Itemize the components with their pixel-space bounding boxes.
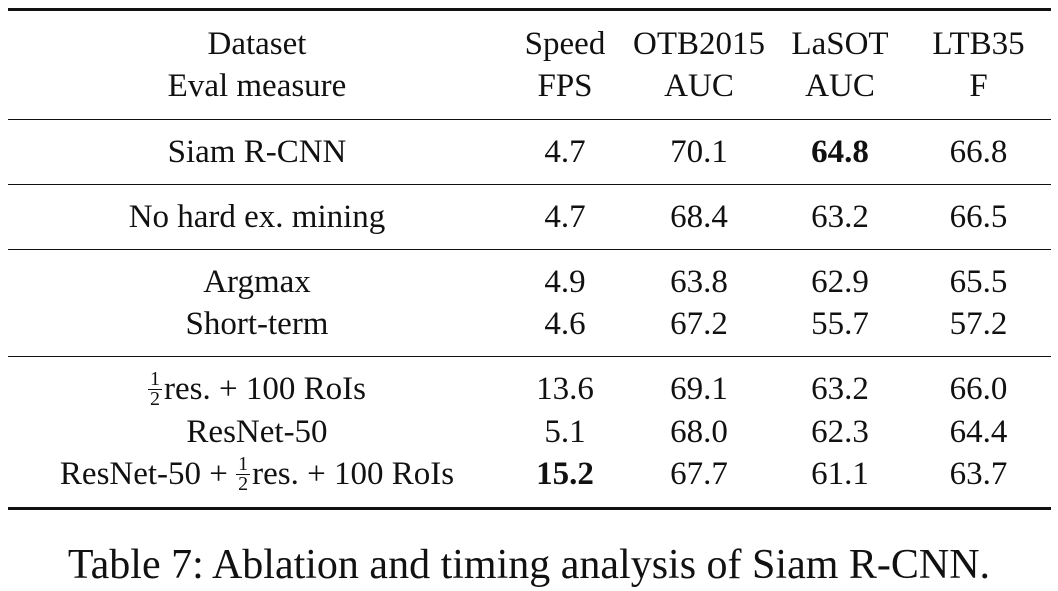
table-row: Siam R-CNN 4.7 70.1 64.8 66.8 [8, 119, 1051, 185]
speed-cell: 4.7 [506, 184, 624, 250]
lasot-cell: 63.2 [774, 355, 906, 411]
ltb-cell: 57.2 [949, 306, 1008, 342]
table-row: ResNet-50 5.1 68.0 62.3 64.4 [8, 411, 1051, 453]
header-row-top: Dataset Speed OTB2015 LaSOT LTB35 [8, 8, 1051, 65]
ltb-cell: 63.7 [906, 452, 1051, 510]
otb-cell: 67.7 [624, 452, 774, 510]
method-suffix: res. + 100 RoIs [252, 455, 455, 492]
group-hard-mining: No hard ex. mining 4.7 68.4 63.2 66.5 [8, 184, 1051, 250]
method-cell: ResNet-50 + 1 2 res. + 100 RoIs [8, 452, 506, 510]
otb-cell: 68.0 [670, 413, 728, 450]
ablation-table: Dataset Speed OTB2015 LaSOT LTB35 Eval m… [8, 8, 1051, 510]
table-caption: Table 7: Ablation and timing analysis of… [67, 542, 991, 588]
table-row: ResNet-50 + 1 2 res. + 100 RoIs 15.2 67.… [8, 452, 1051, 510]
header-speed: Speed [506, 8, 624, 65]
method-cell: No hard ex. mining [8, 184, 506, 250]
otb-cell: 69.1 [624, 355, 774, 411]
fraction-numerator: 1 [148, 367, 163, 390]
method-cell: ResNet-50 [186, 413, 328, 450]
speed-cell: 5.1 [544, 413, 586, 450]
ltb-cell: 64.4 [949, 413, 1008, 450]
header-ltb35: LTB35 [906, 8, 1051, 65]
ablation-table-container: Dataset Speed OTB2015 LaSOT LTB35 Eval m… [8, 8, 1051, 510]
group-full-model: Siam R-CNN 4.7 70.1 64.8 66.8 [8, 119, 1051, 185]
table-row: No hard ex. mining 4.7 68.4 63.2 66.5 [8, 184, 1051, 250]
header-lasot: LaSOT [774, 8, 906, 65]
header-row-bottom: Eval measure FPS AUC AUC F [8, 65, 1051, 120]
header-otb-auc: AUC [664, 68, 734, 104]
lasot-cell: 62.9 [774, 249, 906, 303]
group-tracking-variants: Argmax 4.9 63.8 62.9 65.5 Short-term 4.6… [8, 249, 1051, 357]
method-suffix: res. + 100 RoIs [164, 371, 366, 407]
table-row: Short-term 4.6 67.2 55.7 57.2 [8, 303, 1051, 357]
speed-cell: 4.6 [544, 306, 586, 342]
speed-cell: 13.6 [506, 355, 624, 411]
otb-cell: 70.1 [624, 119, 774, 185]
header-lasot-auc: AUC [805, 68, 875, 104]
method-cell: Argmax [8, 249, 506, 303]
method-cell: 1 2 res. + 100 RoIs [8, 355, 506, 411]
speed-cell-best: 15.2 [506, 452, 624, 510]
speed-cell: 4.9 [506, 249, 624, 303]
fraction-half: 1 2 [236, 452, 251, 495]
speed-cell: 4.7 [506, 119, 624, 185]
method-prefix: ResNet-50 + [59, 455, 237, 492]
lasot-cell: 55.7 [811, 306, 869, 342]
group-speed-variants: 1 2 res. + 100 RoIs 13.6 69.1 63.2 66.0 … [8, 355, 1051, 510]
header-fps: FPS [537, 68, 593, 104]
lasot-cell: 63.2 [774, 184, 906, 250]
otb-cell: 63.8 [624, 249, 774, 303]
header-eval-measure: Eval measure [167, 68, 347, 104]
fraction-denominator: 2 [150, 387, 161, 410]
fraction-half: 1 2 [148, 367, 163, 410]
lasot-cell: 61.1 [774, 452, 906, 510]
ltb-cell: 66.8 [906, 119, 1051, 185]
table-row: Argmax 4.9 63.8 62.9 65.5 [8, 249, 1051, 303]
lasot-cell-best: 64.8 [774, 119, 906, 185]
fraction-denominator: 2 [238, 472, 249, 495]
lasot-cell: 62.3 [811, 413, 869, 450]
header-ltb-f: F [969, 68, 988, 104]
table-header: Dataset Speed OTB2015 LaSOT LTB35 Eval m… [8, 8, 1051, 120]
otb-cell: 67.2 [670, 306, 728, 342]
method-cell: Siam R-CNN [8, 119, 506, 185]
table-row: 1 2 res. + 100 RoIs 13.6 69.1 63.2 66.0 [8, 355, 1051, 411]
ltb-cell: 65.5 [906, 249, 1051, 303]
otb-cell: 68.4 [624, 184, 774, 250]
ltb-cell: 66.0 [906, 355, 1051, 411]
ltb-cell: 66.5 [906, 184, 1051, 250]
fraction-numerator: 1 [236, 452, 251, 475]
header-dataset: Dataset [8, 8, 506, 65]
method-cell: Short-term [185, 306, 329, 342]
header-otb2015: OTB2015 [624, 8, 774, 65]
